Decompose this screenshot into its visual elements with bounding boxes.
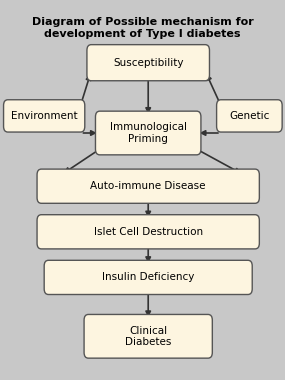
- FancyBboxPatch shape: [84, 315, 212, 358]
- Text: Insulin Deficiency: Insulin Deficiency: [102, 272, 194, 282]
- FancyBboxPatch shape: [44, 260, 252, 294]
- FancyBboxPatch shape: [87, 45, 209, 81]
- FancyBboxPatch shape: [95, 111, 201, 155]
- FancyBboxPatch shape: [37, 215, 259, 249]
- Text: Clinical
Diabetes: Clinical Diabetes: [125, 326, 171, 347]
- Text: Auto-immune Disease: Auto-immune Disease: [90, 181, 206, 191]
- Text: Immunological
Priming: Immunological Priming: [110, 122, 187, 144]
- Text: Islet Cell Destruction: Islet Cell Destruction: [94, 227, 203, 237]
- Text: Environment: Environment: [11, 111, 78, 121]
- FancyBboxPatch shape: [3, 100, 85, 132]
- Text: Diagram of Possible mechanism for
development of Type I diabetes: Diagram of Possible mechanism for develo…: [32, 17, 253, 39]
- FancyBboxPatch shape: [37, 169, 259, 203]
- Text: Susceptibility: Susceptibility: [113, 58, 184, 68]
- Text: Genetic: Genetic: [229, 111, 270, 121]
- FancyBboxPatch shape: [217, 100, 282, 132]
